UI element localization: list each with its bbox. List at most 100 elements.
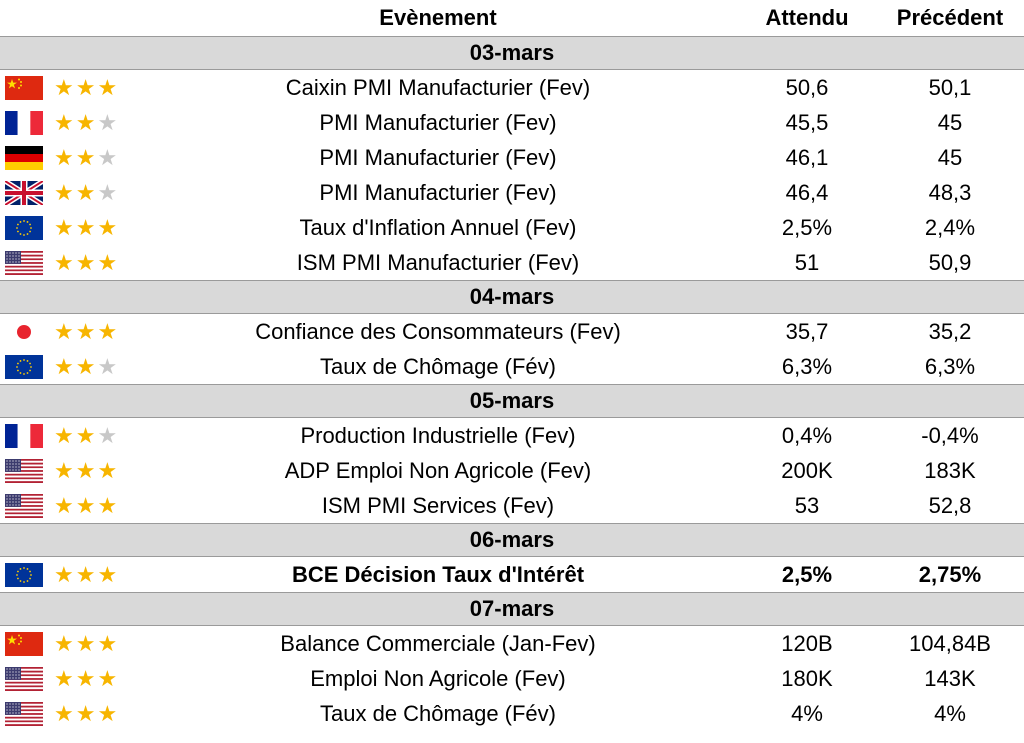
table-row: ★ ★ ★ Balance Commerciale (Jan-Fev) 120B 104,… [0, 626, 1024, 661]
us-flag-icon [0, 250, 48, 275]
star-filled-icon: ★ [54, 457, 74, 483]
header-expected: Attendu [765, 5, 849, 30]
section-date-header: 06-mars [0, 523, 1024, 557]
importance-rating: ★ ★ ★ [48, 179, 138, 205]
expected-value: 2,5% [781, 214, 833, 240]
previous-value: 143K [924, 665, 976, 691]
star-filled-icon: ★ [97, 318, 118, 344]
previous-value: 35,2 [928, 318, 972, 344]
jp-flag-icon [0, 319, 48, 344]
importance-rating: ★ ★ ★ [48, 561, 138, 587]
table-row: ★ ★ ★ Taux de Chômage (Fév) 4% 4% [0, 696, 1024, 731]
section-date-header: 03-mars [0, 36, 1024, 70]
importance-rating: ★ ★ ★ [48, 111, 138, 134]
star-filled-icon: ★ [97, 630, 118, 656]
table-row: ★ ★ ★ PMI Manufacturier (Fev) 46,1 45 [0, 140, 1024, 175]
table-header: Evènement Attendu Précédent [0, 0, 1024, 36]
section-date-header: 04-mars [0, 280, 1024, 314]
importance-rating: ★ ★ ★ [48, 214, 138, 240]
previous-value: 52,8 [928, 492, 972, 518]
star-empty-icon: ★ [97, 353, 118, 379]
event-name: ISM PMI Manufacturier (Fev) [296, 249, 580, 275]
previous-value: 45 [937, 109, 963, 135]
star-filled-icon: ★ [75, 492, 96, 518]
event-name: Taux de Chômage (Fév) [320, 700, 556, 726]
table-row: ★ ★ ★ Taux de Chômage (Fév) 6,3% 6,3% [0, 349, 1024, 384]
expected-value: 51 [794, 249, 820, 275]
star-filled-icon: ★ [75, 179, 96, 205]
table-row: ★ ★ ★ Production Industrielle (Fev) 0,4% -0,4… [0, 418, 1024, 453]
star-filled-icon: ★ [54, 74, 74, 100]
table-body: 03-mars ★ ★ ★ Caixin PMI Manufacturier (Fev)… [0, 36, 1024, 731]
star-filled-icon: ★ [54, 422, 74, 448]
star-filled-icon: ★ [75, 561, 96, 587]
star-empty-icon: ★ [97, 179, 118, 205]
event-name: BCE Décision Taux d'Intérêt [291, 561, 585, 587]
event-name: ADP Emploi Non Agricole (Fev) [284, 457, 592, 483]
star-filled-icon: ★ [54, 353, 74, 379]
star-filled-icon: ★ [54, 318, 74, 344]
star-filled-icon: ★ [54, 665, 74, 691]
table-row: ★ ★ ★ PMI Manufacturier (Fev) 46,4 48,3 [0, 175, 1024, 210]
expected-value: 200K [781, 457, 833, 483]
star-filled-icon: ★ [75, 422, 96, 448]
star-filled-icon: ★ [97, 561, 118, 587]
fr-flag-icon [0, 423, 48, 448]
eu-flag-icon [0, 562, 48, 587]
header-event: Evènement [379, 5, 497, 30]
importance-rating: ★ ★ ★ [48, 457, 138, 483]
event-name: Confiance des Consommateurs (Fev) [255, 318, 621, 344]
star-filled-icon: ★ [54, 561, 74, 587]
event-name: ISM PMI Services (Fev) [321, 492, 555, 518]
previous-value: 50,9 [928, 249, 972, 275]
star-filled-icon: ★ [75, 74, 96, 100]
event-name: Production Industrielle (Fev) [300, 422, 576, 448]
star-filled-icon: ★ [54, 144, 74, 170]
event-name: Emploi Non Agricole (Fev) [310, 665, 566, 691]
star-filled-icon: ★ [75, 700, 96, 726]
event-name: PMI Manufacturier (Fev) [319, 144, 557, 170]
importance-rating: ★ ★ ★ [48, 144, 138, 170]
eu-flag-icon [0, 215, 48, 240]
table-row: ★ ★ ★ ISM PMI Manufacturier (Fev) 51 50,9 [0, 245, 1024, 280]
star-empty-icon: ★ [97, 422, 118, 448]
star-filled-icon: ★ [54, 214, 74, 240]
star-filled-icon: ★ [75, 457, 96, 483]
cn-flag-icon [0, 75, 48, 100]
expected-value: 46,1 [785, 144, 829, 170]
expected-value: 46,4 [785, 179, 829, 205]
previous-value: 50,1 [928, 74, 972, 100]
event-name: Balance Commerciale (Jan-Fev) [280, 630, 596, 656]
importance-rating: ★ ★ ★ [48, 422, 138, 448]
us-flag-icon [0, 493, 48, 518]
expected-value: 120B [781, 630, 833, 656]
expected-value: 4% [791, 700, 823, 726]
previous-value: -0,4% [921, 422, 979, 448]
star-filled-icon: ★ [75, 214, 96, 240]
star-filled-icon: ★ [97, 249, 118, 275]
star-filled-icon: ★ [97, 700, 118, 726]
expected-value: 180K [781, 665, 833, 691]
importance-rating: ★ ★ ★ [48, 630, 138, 656]
event-name: Taux de Chômage (Fév) [320, 353, 556, 379]
previous-value: 2,75% [918, 561, 982, 587]
table-row: ★ ★ ★ BCE Décision Taux d'Intérêt 2,5% 2,75% [0, 557, 1024, 592]
previous-value: 2,4% [924, 214, 976, 240]
star-filled-icon: ★ [97, 74, 118, 100]
de-flag-icon [0, 145, 48, 170]
importance-rating: ★ ★ ★ [48, 74, 138, 100]
us-flag-icon [0, 666, 48, 691]
importance-rating: ★ ★ ★ [48, 700, 138, 726]
expected-value: 53 [794, 492, 820, 518]
importance-rating: ★ ★ ★ [48, 318, 138, 344]
previous-value: 48,3 [928, 179, 972, 205]
importance-rating: ★ ★ ★ [48, 492, 138, 518]
star-filled-icon: ★ [75, 144, 96, 170]
event-name: Caixin PMI Manufacturier (Fev) [285, 74, 591, 100]
eu-flag-icon [0, 354, 48, 379]
star-filled-icon: ★ [97, 214, 118, 240]
expected-value: 6,3% [781, 353, 833, 379]
event-name: Taux d'Inflation Annuel (Fev) [299, 214, 577, 240]
previous-value: 6,3% [924, 353, 976, 379]
table-row: ★ ★ ★ Emploi Non Agricole (Fev) 180K 143K [0, 661, 1024, 696]
